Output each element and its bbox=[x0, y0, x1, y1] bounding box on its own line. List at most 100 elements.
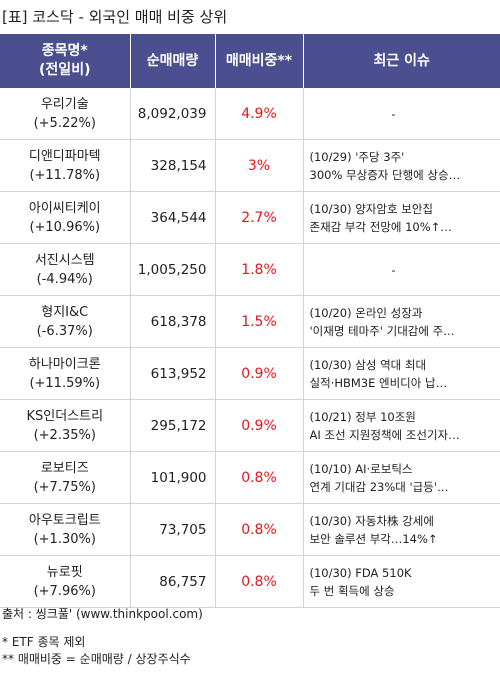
issue-line-1: - bbox=[391, 106, 396, 121]
trade-ratio: 3% bbox=[215, 139, 304, 192]
table-row: KS인더스트리 (+2.35%) 295,172 0.9% (10/21) 정부 10조… bbox=[0, 399, 500, 452]
stock-name-cell: 우리기술 (+5.22%) bbox=[0, 88, 131, 140]
net-volume: 613,952 bbox=[130, 347, 216, 400]
column-header-ratio: 매매비중** bbox=[215, 34, 304, 88]
trade-ratio: 1.5% bbox=[215, 295, 304, 348]
issue-line-1: (10/30) 삼성 역대 최대 bbox=[309, 357, 427, 372]
issue-line-2: '이재명 테마주' 기대감에 주… bbox=[309, 323, 455, 338]
recent-issue: - bbox=[303, 88, 500, 140]
stock-name: 디앤디파마텍 bbox=[28, 148, 101, 164]
trade-ratio: 0.9% bbox=[215, 347, 304, 400]
table-row: 형지I&C (-6.37%) 618,378 1.5% (10/20) 온라인 성장과 '… bbox=[0, 295, 500, 348]
stock-name-cell: 하나마이크론 (+11.59%) bbox=[0, 347, 131, 400]
issue-line-1: (10/30) 자동차株 강세에 bbox=[309, 513, 434, 528]
issue-line-2: 존재감 부각 전망에 10%↑… bbox=[309, 219, 452, 234]
foreign-trading-table: 종목명* (전일비) 순매매량 매매비중** 최근 이슈 우리기술 (+5.22%… bbox=[0, 34, 500, 608]
page-title: [표] 코스닥 - 외국인 매매 비중 상위 bbox=[2, 8, 228, 26]
issue-line-1: (10/10) AI·로보틱스 bbox=[309, 461, 413, 476]
issue-line-1: - bbox=[391, 262, 396, 277]
table-body: 우리기술 (+5.22%) 8,092,039 4.9% - 디앤디파마텍 (+11.78%… bbox=[0, 88, 500, 608]
column-header-name: 종목명* (전일비) bbox=[0, 34, 131, 88]
stock-change: (+7.96%) bbox=[33, 583, 96, 599]
stock-name-cell: KS인더스트리 (+2.35%) bbox=[0, 399, 131, 452]
recent-issue: - bbox=[303, 243, 500, 296]
issue-line-2: 실적·HBM3E 엔비디아 납… bbox=[309, 375, 448, 390]
recent-issue: (10/29) '주당 3주' 300% 무상증자 단행에 상승… bbox=[303, 139, 500, 192]
net-volume: 328,154 bbox=[130, 139, 216, 192]
net-volume: 8,092,039 bbox=[130, 88, 216, 140]
issue-line-2: 보안 솔루션 부각…14%↑ bbox=[309, 531, 438, 546]
table-row: 뉴로핏 (+7.96%) 86,757 0.8% (10/30) FDA 510K 두 번… bbox=[0, 555, 500, 608]
net-volume: 73,705 bbox=[130, 503, 216, 556]
issue-line-1: (10/20) 온라인 성장과 bbox=[309, 305, 423, 320]
column-header-name-line1: 종목명* bbox=[41, 43, 88, 59]
footnote-ratio-definition: ** 매매비중 = 순매매량 / 상장주식수 bbox=[2, 652, 191, 666]
stock-name: 형지I&C bbox=[41, 304, 89, 320]
trade-ratio: 0.8% bbox=[215, 503, 304, 556]
column-header-name-line2: (전일비) bbox=[39, 62, 91, 78]
recent-issue: (10/21) 정부 10조원 AI 조선 지원정책에 조선기자… bbox=[303, 399, 500, 452]
stock-change: (-4.94%) bbox=[36, 271, 93, 287]
stock-name-cell: 아이씨티케이 (+10.96%) bbox=[0, 191, 131, 244]
issue-line-1: (10/30) FDA 510K bbox=[309, 565, 412, 580]
stock-name-cell: 서진시스템 (-4.94%) bbox=[0, 243, 131, 296]
stock-change: (+5.22%) bbox=[33, 115, 96, 131]
trade-ratio: 0.9% bbox=[215, 399, 304, 452]
stock-name-cell: 디앤디파마텍 (+11.78%) bbox=[0, 139, 131, 192]
trade-ratio: 0.8% bbox=[215, 451, 304, 504]
issue-line-1: (10/29) '주당 3주' bbox=[309, 149, 405, 164]
recent-issue: (10/20) 온라인 성장과 '이재명 테마주' 기대감에 주… bbox=[303, 295, 500, 348]
stock-name: 하나마이크론 bbox=[28, 356, 101, 372]
stock-name: 서진시스템 bbox=[34, 252, 95, 268]
issue-line-2: 두 번 획득에 상승 bbox=[309, 583, 395, 598]
table-row: 우리기술 (+5.22%) 8,092,039 4.9% - bbox=[0, 88, 500, 140]
issue-line-2: AI 조선 지원정책에 조선기자… bbox=[309, 427, 460, 442]
table-row: 서진시스템 (-4.94%) 1,005,250 1.8% - bbox=[0, 243, 500, 296]
stock-change: (+1.30%) bbox=[33, 531, 96, 547]
stock-name: 아이씨티케이 bbox=[28, 200, 101, 216]
trade-ratio: 2.7% bbox=[215, 191, 304, 244]
stock-change: (+11.78%) bbox=[29, 167, 101, 183]
issue-line-1: (10/21) 정부 10조원 bbox=[309, 409, 416, 424]
table-header-row: 종목명* (전일비) 순매매량 매매비중** 최근 이슈 bbox=[0, 34, 500, 88]
stock-change: (+11.59%) bbox=[29, 375, 101, 391]
stock-change: (-6.37%) bbox=[36, 323, 93, 339]
source-note: 출처 : 씽크풀' (www.thinkpool.com) bbox=[2, 607, 203, 621]
table-row: 하나마이크론 (+11.59%) 613,952 0.9% (10/30) 삼성 역대 … bbox=[0, 347, 500, 400]
table-row: 로보티즈 (+7.75%) 101,900 0.8% (10/10) AI·로보틱스 연계… bbox=[0, 451, 500, 504]
table-row: 아이씨티케이 (+10.96%) 364,544 2.7% (10/30) 양자암호 보… bbox=[0, 191, 500, 244]
net-volume: 295,172 bbox=[130, 399, 216, 452]
trade-ratio: 1.8% bbox=[215, 243, 304, 296]
issue-line-2: 300% 무상증자 단행에 상승… bbox=[309, 167, 461, 182]
stock-name-cell: 아우토크립트 (+1.30%) bbox=[0, 503, 131, 556]
stock-name: KS인더스트리 bbox=[26, 408, 104, 424]
trade-ratio: 0.8% bbox=[215, 555, 304, 608]
stock-change: (+2.35%) bbox=[33, 427, 96, 443]
stock-change: (+10.96%) bbox=[29, 219, 101, 235]
footnote-etf: * ETF 종목 제외 bbox=[2, 635, 86, 649]
table-row: 디앤디파마텍 (+11.78%) 328,154 3% (10/29) '주당 3주' 3… bbox=[0, 139, 500, 192]
stock-name: 우리기술 bbox=[40, 96, 89, 112]
recent-issue: (10/30) FDA 510K 두 번 획득에 상승 bbox=[303, 555, 500, 608]
issue-line-2: 연계 기대감 23%대 '급등'… bbox=[309, 479, 449, 494]
net-volume: 86,757 bbox=[130, 555, 216, 608]
net-volume: 618,378 bbox=[130, 295, 216, 348]
net-volume: 1,005,250 bbox=[130, 243, 216, 296]
net-volume: 364,544 bbox=[130, 191, 216, 244]
table-row: 아우토크립트 (+1.30%) 73,705 0.8% (10/30) 자동차株 강세에… bbox=[0, 503, 500, 556]
issue-line-1: (10/30) 양자암호 보안칩 bbox=[309, 201, 434, 216]
column-header-volume: 순매매량 bbox=[130, 34, 216, 88]
stock-name: 로보티즈 bbox=[40, 460, 89, 476]
net-volume: 101,900 bbox=[130, 451, 216, 504]
stock-name-cell: 뉴로핏 (+7.96%) bbox=[0, 555, 131, 608]
stock-name-cell: 로보티즈 (+7.75%) bbox=[0, 451, 131, 504]
stock-change: (+7.75%) bbox=[33, 479, 96, 495]
stock-name-cell: 형지I&C (-6.37%) bbox=[0, 295, 131, 348]
stock-name: 뉴로핏 bbox=[46, 564, 83, 580]
trade-ratio: 4.9% bbox=[215, 88, 304, 140]
stock-name: 아우토크립트 bbox=[28, 512, 101, 528]
